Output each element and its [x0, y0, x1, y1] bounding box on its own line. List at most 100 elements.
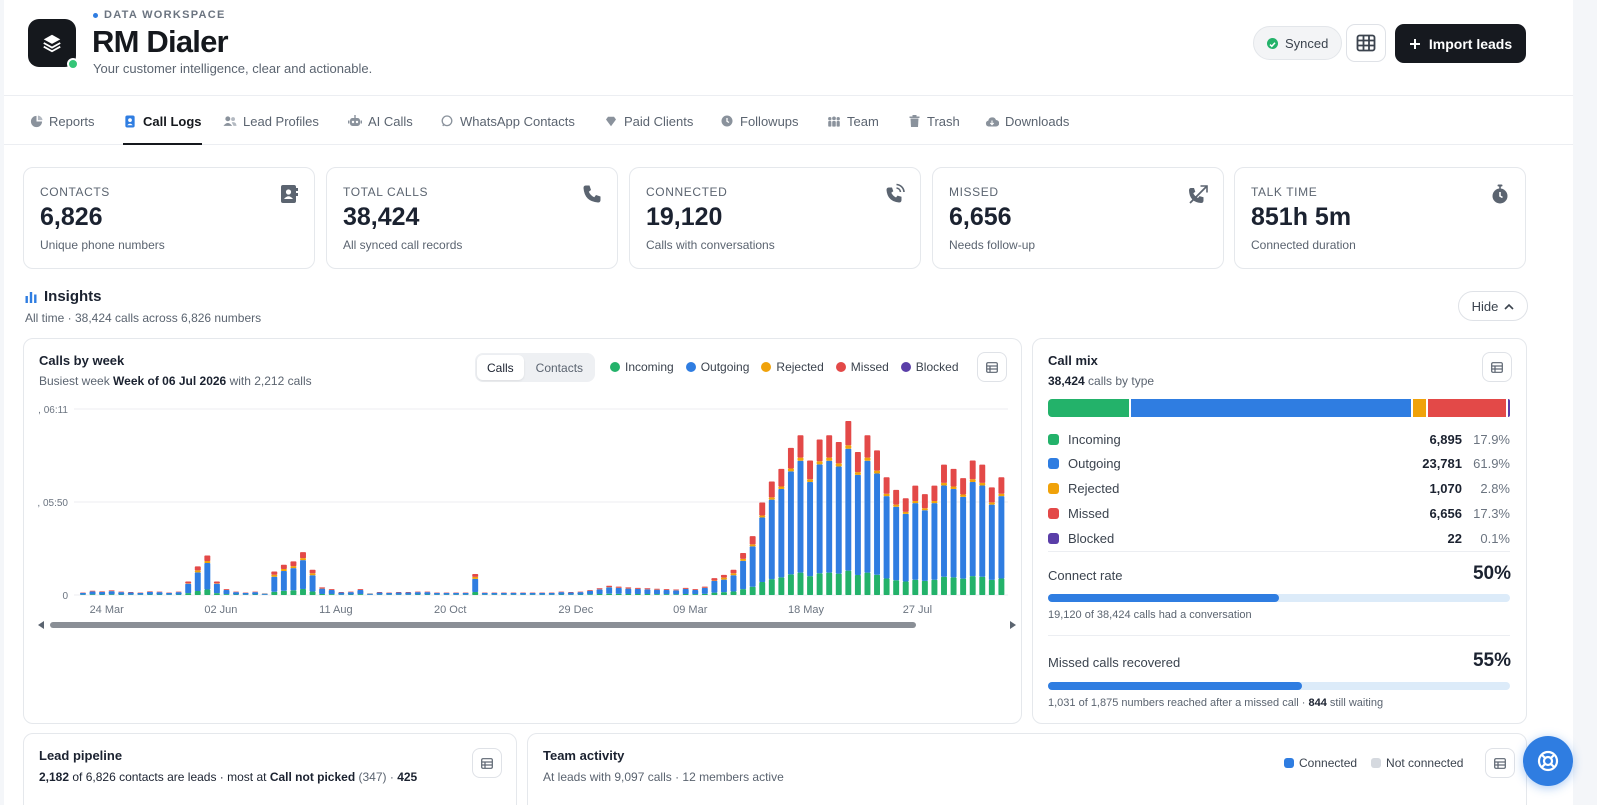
bar-missed [146, 591, 153, 592]
bar-rejected [950, 486, 957, 490]
bar-incoming [740, 589, 747, 595]
legend-item-incoming[interactable]: Incoming [610, 360, 674, 374]
hide-insights-button[interactable]: Hide [1458, 291, 1528, 321]
bar-outgoing [194, 572, 201, 591]
recovered-note: 1,031 of 1,875 numbers reached after a m… [1048, 697, 1383, 709]
bar-incoming [845, 570, 852, 595]
y-tick-label: , 06:11 [38, 405, 68, 416]
table-view-button[interactable] [1346, 24, 1386, 62]
bar-incoming [701, 593, 708, 595]
legend-swatch [761, 362, 772, 372]
toggle-calls[interactable]: Calls [477, 355, 524, 380]
chart-table-view-button[interactable] [977, 352, 1007, 382]
legend-item-rejected[interactable]: Rejected [761, 360, 824, 374]
legend-item-blocked[interactable]: Blocked [900, 360, 959, 374]
bar-outgoing [577, 592, 584, 595]
team-table-view-button[interactable] [1485, 748, 1515, 778]
pipeline-table-view-button[interactable] [472, 748, 502, 778]
users-icon [223, 114, 237, 128]
bar-missed [787, 447, 794, 469]
bar-outgoing [864, 460, 871, 573]
legend-item-outgoing[interactable]: Outgoing [685, 360, 749, 374]
bar-rejected [912, 500, 919, 504]
card-title: Call mix [1048, 353, 1098, 368]
tab-ai-calls[interactable]: AI Calls [348, 97, 413, 145]
bar-incoming [300, 588, 306, 595]
legend-label: Not connected [1386, 756, 1464, 770]
connect-rate-value: 50% [1472, 563, 1511, 584]
bar-incoming [941, 576, 947, 595]
bar-missed [893, 489, 900, 505]
bar-missed [874, 450, 880, 471]
team-legend: Connected Not connected [1284, 756, 1463, 770]
bar-outgoing [807, 481, 814, 577]
bar-outgoing [931, 503, 938, 580]
bar-incoming [759, 582, 766, 595]
bar-incoming [730, 591, 737, 595]
row-pct: 61.9% [1473, 456, 1510, 471]
card-subtitle: At leads with 9,097 calls · 12 members a… [543, 770, 784, 784]
bar-missed [634, 587, 641, 589]
bar-outgoing [979, 485, 986, 577]
bar-missed [845, 420, 852, 446]
tab-trash[interactable]: Trash [907, 97, 960, 145]
bar-outgoing [893, 506, 900, 581]
bar-incoming [309, 591, 316, 595]
bar-outgoing [558, 592, 565, 595]
tab-lead-profiles[interactable]: Lead Profiles [223, 97, 319, 145]
help-button[interactable] [1523, 736, 1573, 786]
bar-missed [692, 589, 699, 590]
stat-subtitle: All synced call records [343, 238, 463, 252]
call-mix-table-view-button[interactable] [1482, 352, 1512, 382]
tab-whatsapp-contacts[interactable]: WhatsApp Contacts [440, 97, 575, 145]
stat-card-talk-time: TALK TIME 851h 5m Connected duration [1234, 167, 1526, 269]
tab-label: WhatsApp Contacts [460, 113, 575, 129]
legend-item-connected[interactable]: Connected [1284, 756, 1357, 770]
bar-missed [979, 464, 986, 483]
tab-followups[interactable]: Followups [720, 97, 799, 145]
bar-missed [854, 452, 861, 473]
bar-incoming [472, 592, 479, 595]
sync-status-badge[interactable]: Synced [1253, 26, 1343, 60]
legend-item-not-connected[interactable]: Not connected [1371, 756, 1463, 770]
bar-missed [835, 441, 842, 464]
eyebrow-text: DATA WORKSPACE [104, 9, 226, 21]
tab-paid-clients[interactable]: Paid Clients [604, 97, 693, 145]
app-header: DATA WORKSPACE RM Dialer Your customer i… [4, 0, 1573, 96]
swatch [1048, 483, 1059, 494]
toggle-contacts[interactable]: Contacts [535, 360, 584, 375]
bar-rejected [998, 493, 1005, 497]
bar-missed [912, 485, 919, 501]
bar-outgoing [529, 592, 536, 595]
row-count: 6,656 [1429, 506, 1462, 521]
phone-icon [583, 185, 601, 203]
bar-missed [280, 564, 287, 569]
tab-call-logs[interactable]: Call Logs [123, 97, 202, 145]
bar-outgoing [386, 592, 393, 595]
bar-outgoing [376, 592, 383, 595]
bar-incoming [673, 594, 680, 595]
legend-item-missed[interactable]: Missed [835, 360, 889, 374]
bar-incoming [883, 578, 890, 595]
tab-downloads[interactable]: Downloads [985, 97, 1069, 145]
tab-label: Reports [49, 113, 95, 129]
bar-outgoing [960, 496, 967, 579]
import-leads-button[interactable]: Import leads [1395, 24, 1526, 63]
bar-outgoing [520, 592, 527, 595]
app-logo[interactable] [28, 19, 79, 70]
tab-team[interactable]: Team [827, 97, 879, 145]
bar-incoming [749, 586, 756, 595]
legend-label: Rejected [776, 360, 824, 374]
bar-missed [185, 581, 192, 584]
bar-missed [290, 561, 297, 567]
extra-count: 425 [397, 770, 418, 784]
bar-rejected [960, 494, 967, 497]
tab-reports[interactable]: Reports [29, 97, 95, 145]
bar-missed [654, 588, 660, 590]
address-book-icon [281, 185, 298, 203]
bar-missed [941, 464, 947, 483]
bar-outgoing [768, 499, 775, 580]
connect-rate-fill [1048, 594, 1279, 602]
bar-rejected [768, 497, 775, 500]
mix-segment-outgoing [1131, 399, 1412, 417]
